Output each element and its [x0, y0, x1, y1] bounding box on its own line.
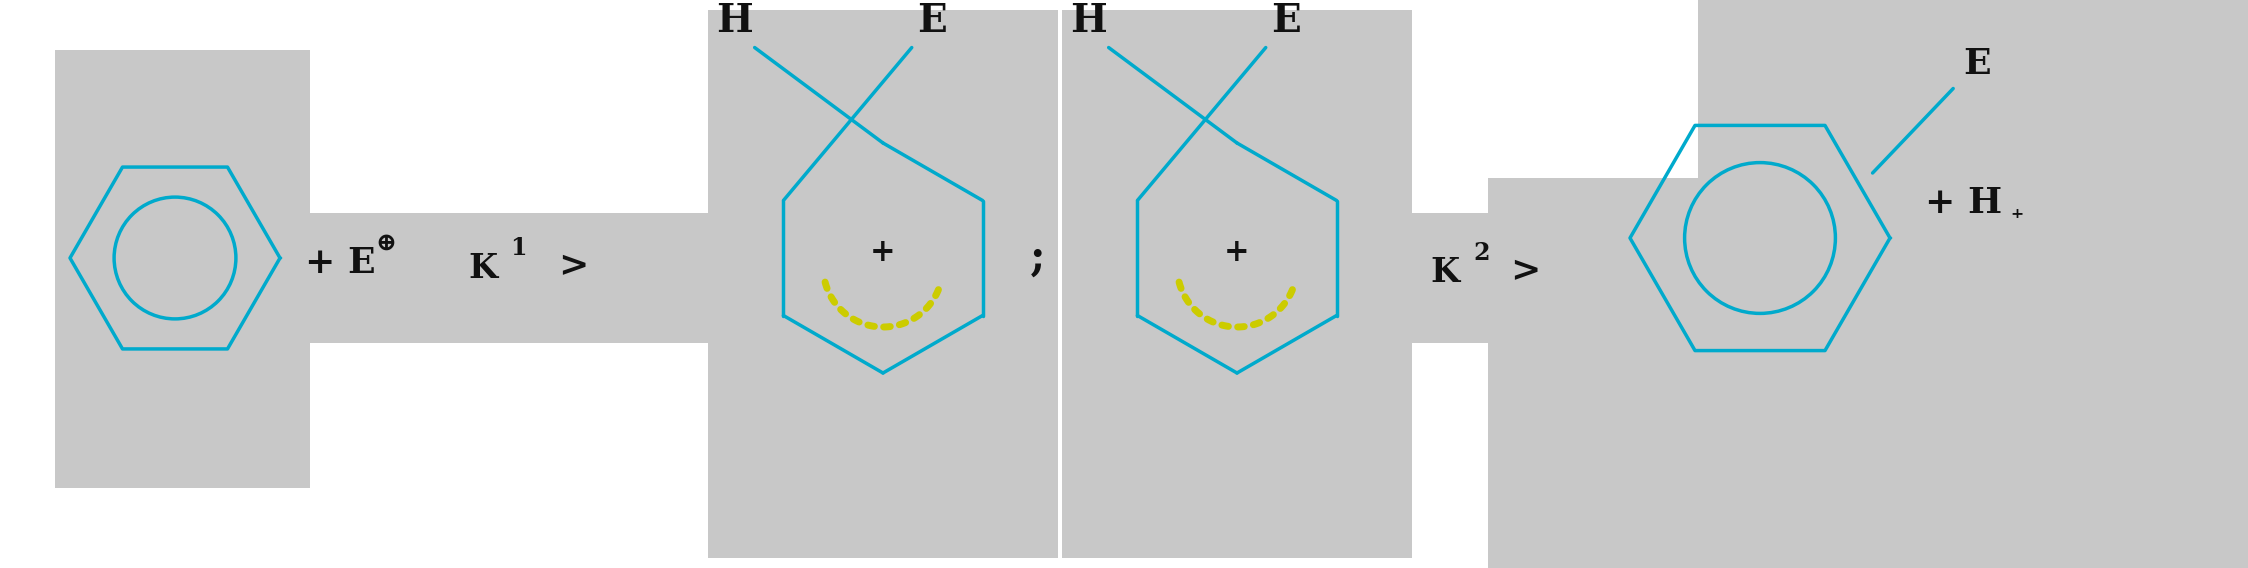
Text: +: +: [870, 237, 895, 268]
Text: ;: ;: [1030, 237, 1045, 279]
FancyBboxPatch shape: [708, 10, 1059, 558]
Text: 2: 2: [1472, 241, 1490, 265]
Text: E: E: [1270, 2, 1302, 40]
FancyBboxPatch shape: [1488, 0, 1697, 178]
Text: E: E: [1963, 47, 1992, 81]
Text: + H: + H: [1924, 186, 2003, 220]
Text: ⊕: ⊕: [375, 231, 396, 255]
Text: K: K: [468, 252, 497, 285]
Text: 1: 1: [510, 236, 526, 260]
FancyBboxPatch shape: [1488, 0, 2248, 568]
Text: +: +: [1225, 237, 1250, 268]
Text: H: H: [1070, 2, 1106, 40]
FancyBboxPatch shape: [1061, 10, 1412, 558]
FancyBboxPatch shape: [54, 50, 310, 488]
Text: K: K: [1430, 257, 1459, 290]
Text: E: E: [917, 2, 946, 40]
Text: >: >: [1511, 254, 1540, 288]
Text: ⁺: ⁺: [2010, 208, 2023, 232]
Text: + E: + E: [306, 246, 375, 280]
FancyBboxPatch shape: [1412, 213, 1522, 343]
Text: >: >: [558, 249, 589, 283]
Text: H: H: [717, 2, 753, 40]
FancyBboxPatch shape: [54, 213, 726, 343]
